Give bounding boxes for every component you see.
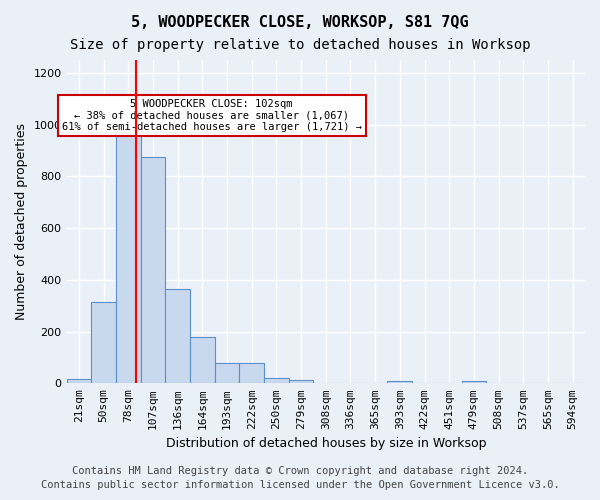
- Text: 5 WOODPECKER CLOSE: 102sqm
← 38% of detached houses are smaller (1,067)
61% of s: 5 WOODPECKER CLOSE: 102sqm ← 38% of deta…: [62, 99, 362, 132]
- Bar: [239, 362, 264, 384]
- Bar: [165, 289, 190, 384]
- Bar: [91, 302, 116, 384]
- Text: Contains HM Land Registry data © Crown copyright and database right 2024.
Contai: Contains HM Land Registry data © Crown c…: [41, 466, 559, 490]
- Text: Size of property relative to detached houses in Worksop: Size of property relative to detached ho…: [70, 38, 530, 52]
- Bar: [289, 380, 313, 384]
- Text: 5, WOODPECKER CLOSE, WORKSOP, S81 7QG: 5, WOODPECKER CLOSE, WORKSOP, S81 7QG: [131, 15, 469, 30]
- Bar: [264, 378, 289, 384]
- Bar: [67, 380, 91, 384]
- Bar: [140, 157, 165, 384]
- Bar: [215, 362, 239, 384]
- Bar: [190, 336, 215, 384]
- Bar: [388, 380, 412, 384]
- Bar: [116, 130, 140, 384]
- Bar: [461, 380, 486, 384]
- X-axis label: Distribution of detached houses by size in Worksop: Distribution of detached houses by size …: [166, 437, 486, 450]
- Y-axis label: Number of detached properties: Number of detached properties: [15, 123, 28, 320]
